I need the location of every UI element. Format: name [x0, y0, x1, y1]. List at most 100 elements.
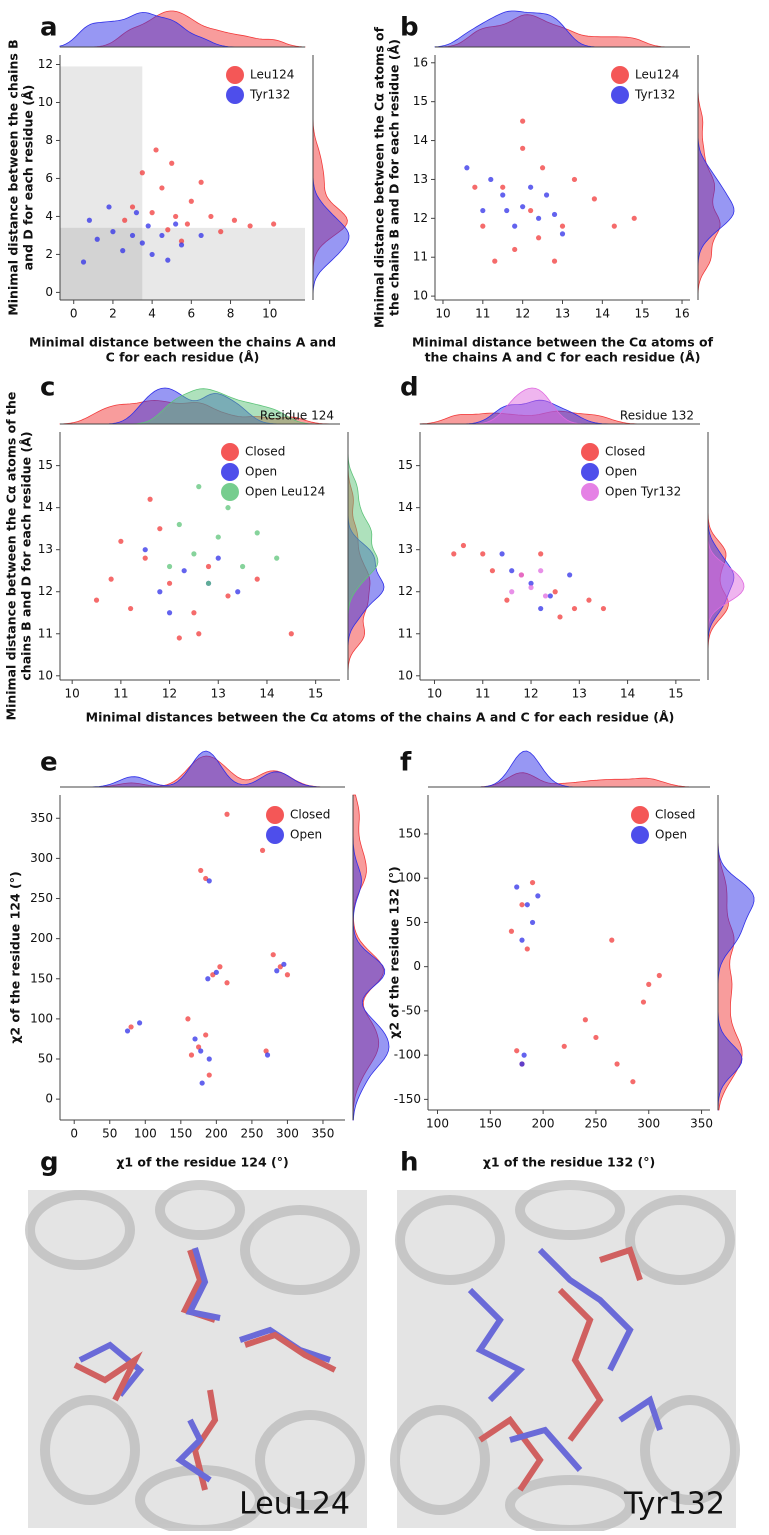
y-tick-label: 15: [413, 94, 428, 108]
point: [509, 589, 515, 595]
y-tick-label: 100: [398, 871, 421, 885]
panel-annotation: Residue 132: [620, 409, 694, 423]
y-tick-label: 4: [45, 209, 53, 223]
legend-marker: [581, 443, 599, 461]
x-axis-label: χ1 of the residue 124 (°): [116, 1155, 288, 1170]
point: [288, 631, 294, 637]
y-tick-label: 10: [38, 668, 53, 682]
y-tick-label: 12: [38, 584, 53, 598]
x-tick-label: 12: [162, 687, 177, 701]
point: [166, 580, 173, 586]
panel-annotation: Residue 124: [260, 409, 334, 423]
point: [181, 568, 187, 574]
panel-letter: a: [40, 13, 58, 43]
point: [281, 961, 287, 967]
x-tick-label: 150: [169, 1127, 192, 1141]
point: [518, 572, 524, 578]
legend-marker: [221, 443, 239, 461]
x-tick-label: 300: [637, 1117, 660, 1131]
point: [488, 176, 494, 183]
legend-marker: [611, 86, 629, 104]
point: [547, 593, 553, 599]
point: [646, 981, 652, 987]
point: [552, 589, 558, 595]
point: [188, 1052, 195, 1058]
point: [157, 526, 163, 532]
point: [86, 217, 92, 223]
panel-letter: d: [400, 373, 419, 403]
y-axis-label: Minimal distance between the chains B: [6, 39, 21, 315]
point: [124, 1028, 131, 1034]
point: [192, 1036, 198, 1042]
point: [149, 251, 155, 258]
legend-marker: [266, 806, 284, 824]
point: [535, 235, 542, 241]
y-tick-label: 10: [38, 95, 53, 109]
point: [128, 605, 134, 612]
point: [567, 572, 573, 578]
x-tick-label: 11: [475, 687, 490, 701]
point: [571, 176, 578, 183]
point: [215, 534, 221, 540]
x-tick-label: 50: [102, 1127, 117, 1141]
legend-label: Open: [245, 465, 277, 479]
point: [464, 165, 470, 171]
point: [108, 576, 114, 582]
point: [240, 563, 246, 570]
x-tick-label: 100: [426, 1117, 449, 1131]
x-tick-label: 14: [259, 687, 274, 701]
point: [235, 589, 241, 595]
point: [225, 505, 231, 511]
x-tick-label: 13: [572, 687, 587, 701]
panel-letter: h: [400, 1148, 419, 1178]
x-tick-label: 14: [595, 307, 610, 321]
y-tick-label: 14: [38, 500, 53, 514]
x-tick-label: 200: [205, 1127, 228, 1141]
point: [149, 210, 155, 216]
point: [529, 919, 536, 926]
legend-marker: [581, 463, 599, 481]
marginal-density-x: [428, 772, 710, 788]
point: [586, 597, 592, 603]
panel-letter: g: [40, 1148, 59, 1178]
point: [191, 551, 197, 557]
y-tick-label: 15: [398, 458, 413, 472]
point: [614, 1061, 620, 1067]
point: [198, 179, 204, 185]
marginal-density-y: [717, 795, 755, 1111]
point: [492, 258, 498, 264]
legend-label: Closed: [245, 445, 285, 459]
image-caption: Tyr132: [623, 1487, 725, 1522]
x-axis-label: Minimal distance between the Cα atoms of: [412, 335, 714, 350]
x-tick-label: 150: [479, 1117, 502, 1131]
y-tick-label: -50: [401, 1003, 421, 1017]
point: [472, 184, 478, 190]
legend-label: Tyr132: [249, 88, 290, 102]
y-tick-label: 13: [413, 172, 428, 186]
point: [205, 580, 212, 586]
point: [528, 184, 534, 190]
x-axis-label: C for each residue (Å): [106, 350, 260, 365]
point: [630, 1079, 636, 1085]
legend-label: Open Leu124: [245, 485, 325, 499]
legend-label: Open: [655, 828, 687, 842]
point: [270, 952, 276, 958]
point: [133, 210, 140, 216]
x-tick-label: 100: [134, 1127, 157, 1141]
legend-marker: [226, 86, 244, 104]
legend-marker: [631, 826, 649, 844]
y-tick-label: -150: [394, 1092, 421, 1106]
legend-marker: [631, 806, 649, 824]
point: [145, 223, 151, 229]
y-tick-label: 0: [45, 285, 53, 299]
point: [94, 236, 100, 242]
x-axis-label: Minimal distances between the Cα atoms o…: [86, 710, 675, 725]
y-tick-label: 16: [413, 55, 428, 69]
point: [514, 884, 520, 890]
point: [551, 211, 558, 218]
marginal-density-x: [60, 750, 345, 788]
x-tick-label: 10: [65, 687, 80, 701]
point: [188, 198, 194, 204]
point: [274, 968, 280, 974]
point: [538, 551, 544, 557]
